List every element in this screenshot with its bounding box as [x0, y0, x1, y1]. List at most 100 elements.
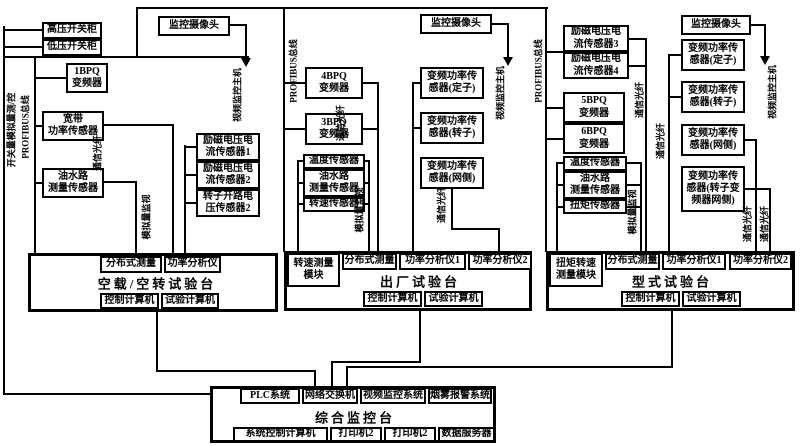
connector-line	[412, 127, 420, 129]
printer2-box: 打印机2	[384, 427, 436, 442]
distributed-measure-box-a: 分布式测量	[100, 256, 162, 273]
bench-b-title: 出厂试验台	[379, 274, 461, 290]
connector-line	[3, 393, 211, 395]
data-server-box: 数据服务器	[438, 427, 495, 442]
vfd-power-sensor-stator-box-b: 变频功率传 感器(定子)	[420, 67, 484, 99]
connector-line	[3, 29, 42, 31]
control-computer-box-b: 控制计算机	[363, 291, 422, 307]
down-arrow-icon	[241, 58, 251, 67]
connector-line	[283, 128, 305, 130]
connector-line	[297, 160, 299, 253]
analog-monitor-label-b: 模拟量监视	[354, 187, 365, 233]
connector-line	[156, 370, 316, 372]
lv-switchgear-box: 低压开关柜	[42, 39, 102, 56]
power-analyzer1-box-c: 功率分析仪1	[662, 253, 726, 270]
connector-line	[363, 82, 377, 84]
connector-line	[184, 145, 186, 255]
connector-line	[365, 182, 368, 184]
broadband-power-sensor-box: 宽带 功率传感器	[42, 111, 104, 141]
connector-line	[412, 82, 414, 253]
speed-measure-module-box: 转速测量 模块	[287, 253, 340, 287]
distributed-measure-box-b: 分布式测量	[342, 253, 397, 270]
camera-box-a: 监控摄像头	[158, 16, 230, 36]
converter-6bpq-box: 6BPQ 变频器	[563, 123, 625, 154]
factory-test-bench	[284, 251, 532, 311]
plc-system-box: PLC系统	[240, 388, 300, 404]
connector-line	[645, 38, 647, 253]
connector-line	[545, 138, 563, 140]
connector-line	[104, 181, 137, 183]
connector-line	[156, 312, 158, 372]
test-computer-box-a: 试验计算机	[161, 293, 219, 309]
converter-4bpq-box: 4BPQ 变频器	[305, 67, 363, 99]
connector-line	[34, 56, 36, 255]
control-computer-box-a: 控制计算机	[100, 293, 159, 309]
distributed-measure-box-c: 分布式测量	[605, 253, 660, 270]
connector-line	[764, 24, 766, 58]
connector-line	[627, 162, 640, 164]
test-computer-box-b: 试验计算机	[424, 291, 483, 307]
profibus-label-c: PROFIBUS总线	[533, 39, 544, 103]
connector-line	[545, 7, 547, 252]
connector-line	[283, 82, 305, 84]
switch-analog-bus-label: 开关量模拟量测/控	[6, 92, 17, 168]
down-arrow-icon	[760, 56, 770, 65]
vfd-power-sensor-grid-box-c: 变频功率传 感器(网侧)	[681, 124, 745, 156]
connector-line	[136, 7, 548, 9]
hv-switchgear-box: 高压开关柜	[42, 22, 102, 39]
connector-line	[184, 146, 196, 148]
connector-line	[556, 162, 563, 164]
connector-line	[377, 82, 379, 253]
connector-line	[363, 128, 377, 130]
excitation-sensor4-box: 励磁电压电 流传感器4	[563, 52, 629, 79]
excitation-sensor3-box: 励磁电压电 流传感器3	[563, 25, 629, 52]
type-test-bench	[546, 251, 795, 311]
connector-line	[3, 56, 249, 58]
connector-line	[172, 124, 174, 255]
down-arrow-icon	[503, 57, 513, 66]
connector-line	[668, 96, 681, 98]
power-analyzer-box-a: 功率分析仪	[164, 256, 221, 273]
fiber-optic-label-a: 通信光纤	[92, 134, 103, 172]
connector-line	[451, 189, 453, 230]
connector-line	[346, 366, 673, 368]
excitation-sensor1-box: 励磁电压电 流传感器1	[196, 133, 260, 161]
connector-line	[556, 206, 563, 208]
connector-line	[492, 23, 509, 25]
connector-line	[297, 182, 303, 184]
fiber-optic-label-b2: 通信光纤	[436, 186, 447, 224]
connector-line	[507, 23, 509, 59]
connector-line	[769, 188, 771, 253]
video-host-label-a: 视频监控主机	[232, 67, 243, 123]
printer1-box: 打印机2	[330, 427, 382, 442]
camera-box-b: 监控摄像头	[420, 14, 492, 34]
connector-line	[297, 160, 303, 162]
profibus-label-a: PROFIBUS总线	[20, 95, 31, 159]
connector-line	[627, 206, 640, 208]
connector-line	[184, 202, 196, 204]
connector-line	[297, 203, 303, 205]
bench-a-title: 空载/空转试验台	[97, 276, 217, 292]
converter-5bpq-box: 5BPQ 变频器	[563, 92, 625, 123]
temp-sensor-box-b: 温度传感器	[303, 154, 365, 169]
connector-line	[3, 46, 42, 48]
connector-line	[627, 184, 640, 186]
system-control-computer-box: 系统控制计算机	[233, 427, 328, 442]
connector-line	[629, 38, 645, 40]
converter-3bpq-box: 3BPQ 变频器	[305, 113, 363, 145]
video-host-label-b: 视频监控主机	[495, 65, 506, 121]
test-computer-box-c: 试验计算机	[682, 291, 741, 307]
connector-line	[331, 361, 333, 387]
connector-line	[34, 125, 42, 127]
connector-line	[668, 54, 681, 56]
connector-line	[135, 181, 137, 255]
oil-water-sensor-box-b: 油水路 测量传感器	[303, 169, 365, 197]
connector-line	[751, 24, 766, 26]
vfd-power-sensor-rotor-grid-box: 变频功率传 感器(转子变 频器网侧)	[681, 166, 745, 212]
connector-line	[755, 139, 757, 253]
fiber-optic-label-b1: 通信光纤	[335, 104, 346, 142]
connector-line	[412, 82, 420, 84]
connector-line	[184, 174, 196, 176]
connector-line	[3, 26, 5, 395]
